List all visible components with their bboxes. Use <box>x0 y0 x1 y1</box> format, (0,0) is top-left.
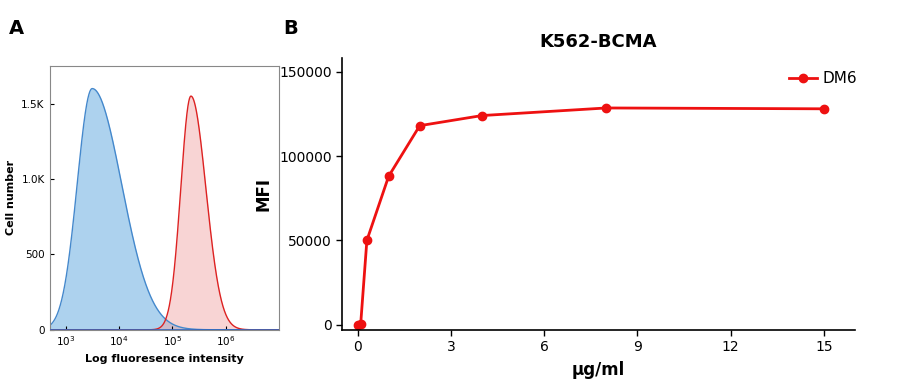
DM6 <box>352 322 363 327</box>
Title: K562-BCMA: K562-BCMA <box>540 33 657 51</box>
DM6 <box>601 106 612 110</box>
DM6 <box>476 113 487 118</box>
Line: DM6: DM6 <box>354 104 828 329</box>
X-axis label: Log fluoresence intensity: Log fluoresence intensity <box>85 354 244 364</box>
DM6 <box>383 174 394 178</box>
Legend: DM6: DM6 <box>789 71 858 86</box>
Y-axis label: MFI: MFI <box>254 177 272 211</box>
Y-axis label: Cell number: Cell number <box>5 160 15 236</box>
Text: A: A <box>9 19 24 38</box>
DM6 <box>356 322 366 327</box>
Text: B: B <box>284 19 298 38</box>
DM6 <box>414 123 425 128</box>
DM6 <box>362 238 373 243</box>
X-axis label: μg/ml: μg/ml <box>572 361 626 379</box>
DM6 <box>818 106 829 111</box>
